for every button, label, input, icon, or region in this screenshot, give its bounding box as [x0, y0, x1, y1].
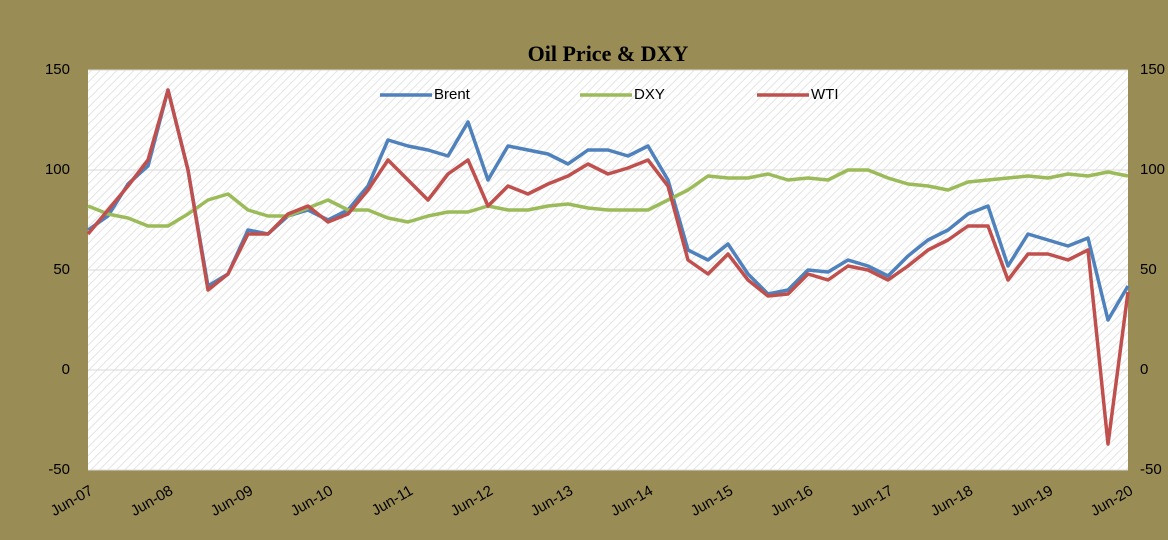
y-tick-label: 50: [53, 261, 70, 278]
y2-tick-label: -50: [1140, 461, 1162, 478]
y-tick-label: 0: [62, 361, 70, 378]
legend-label: WTI: [811, 86, 839, 103]
y-tick-label: 100: [45, 161, 70, 178]
y2-tick-label: 150: [1140, 61, 1165, 78]
y2-tick-label: 50: [1140, 261, 1157, 278]
chart-title: Oil Price & DXY: [528, 41, 689, 66]
y2-tick-label: 100: [1140, 161, 1165, 178]
legend-label: Brent: [434, 86, 471, 103]
y-tick-label: 150: [45, 61, 70, 78]
series-line: [86, 88, 1130, 446]
y-tick-label: -50: [48, 461, 70, 478]
legend-label: DXY: [634, 86, 665, 103]
y2-tick-label: 0: [1140, 361, 1148, 378]
series-line: [87, 168, 1129, 228]
